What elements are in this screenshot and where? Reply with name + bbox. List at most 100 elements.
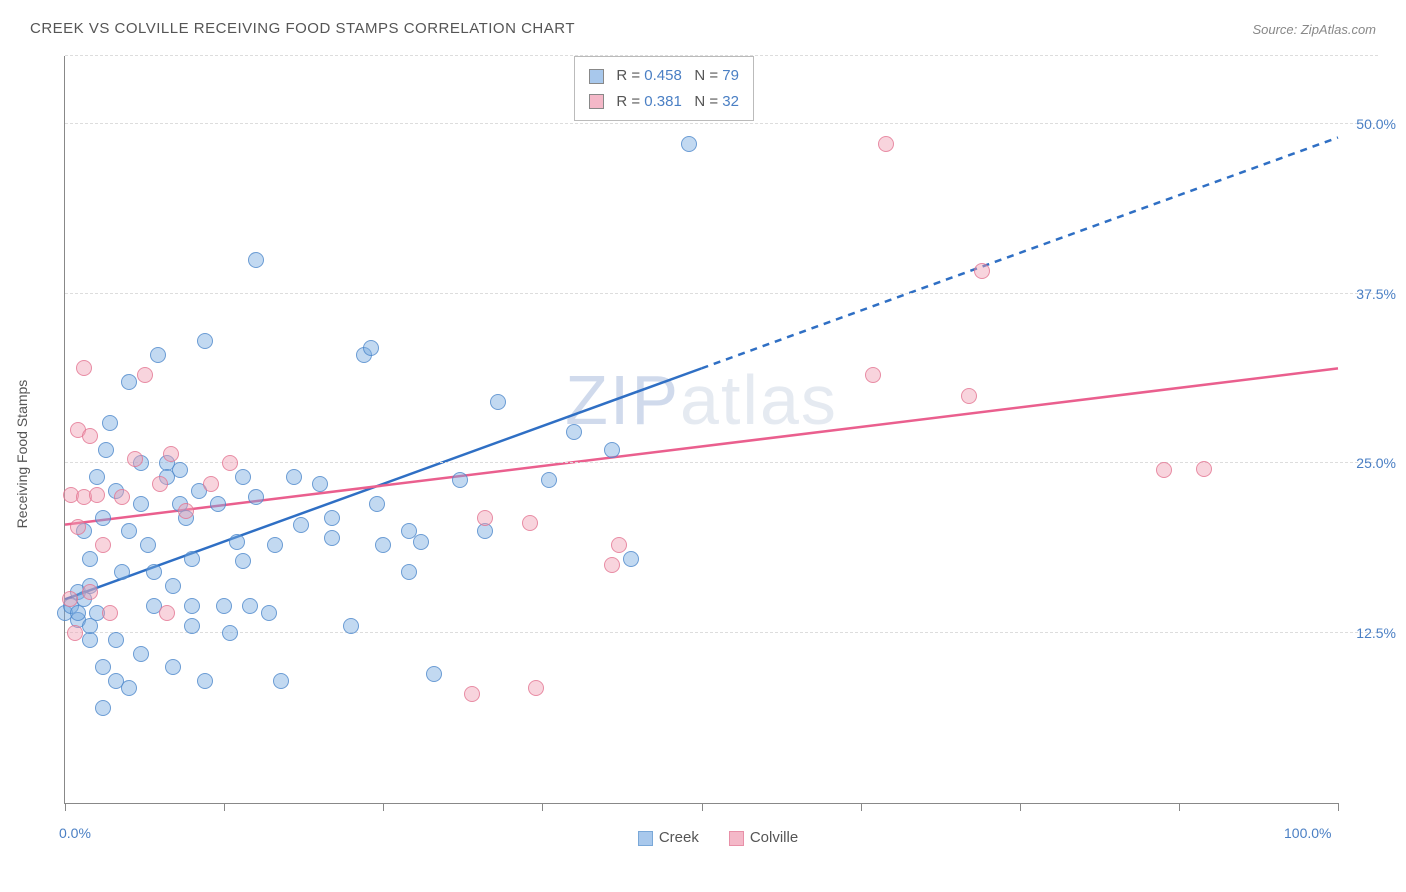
- data-point: [152, 476, 168, 492]
- data-point: [95, 537, 111, 553]
- data-point: [140, 537, 156, 553]
- gridline: [65, 293, 1378, 294]
- y-axis-label: Receiving Food Stamps: [14, 380, 30, 529]
- data-point: [522, 515, 538, 531]
- data-point: [184, 618, 200, 634]
- data-point: [133, 646, 149, 662]
- data-point: [197, 673, 213, 689]
- data-point: [210, 496, 226, 512]
- data-point: [477, 510, 493, 526]
- data-point: [878, 136, 894, 152]
- gridline: [65, 632, 1378, 633]
- legend-swatch: [729, 831, 744, 846]
- data-point: [248, 489, 264, 505]
- data-point: [961, 388, 977, 404]
- data-point: [133, 496, 149, 512]
- data-point: [541, 472, 557, 488]
- data-point: [70, 519, 86, 535]
- plot-area: ZIPatlas R = 0.458 N = 79 R = 0.381 N = …: [64, 56, 1338, 804]
- gridline: [65, 462, 1378, 463]
- data-point: [235, 469, 251, 485]
- x-tick: [65, 803, 66, 811]
- data-point: [1196, 461, 1212, 477]
- data-point: [108, 632, 124, 648]
- data-point: [62, 591, 78, 607]
- data-point: [98, 442, 114, 458]
- data-point: [127, 451, 143, 467]
- data-point: [67, 625, 83, 641]
- x-tick: [1179, 803, 1180, 811]
- data-point: [76, 360, 92, 376]
- data-point: [146, 564, 162, 580]
- legend-item: Creek: [638, 829, 699, 846]
- data-point: [165, 578, 181, 594]
- legend-item: Colville: [729, 829, 798, 846]
- data-point: [121, 374, 137, 390]
- x-tick-label: 0.0%: [59, 825, 91, 841]
- data-point: [165, 659, 181, 675]
- data-point: [528, 680, 544, 696]
- data-point: [401, 564, 417, 580]
- data-point: [89, 487, 105, 503]
- trend-lines: [65, 56, 1338, 803]
- x-tick: [1338, 803, 1339, 811]
- data-point: [82, 584, 98, 600]
- data-point: [974, 263, 990, 279]
- data-point: [604, 442, 620, 458]
- data-point: [566, 424, 582, 440]
- data-point: [82, 428, 98, 444]
- legend-swatch: [589, 69, 604, 84]
- data-point: [604, 557, 620, 573]
- data-point: [369, 496, 385, 512]
- stats-row: R = 0.381 N = 32: [589, 89, 739, 115]
- data-point: [242, 598, 258, 614]
- data-point: [267, 537, 283, 553]
- data-point: [363, 340, 379, 356]
- data-point: [203, 476, 219, 492]
- data-point: [324, 510, 340, 526]
- data-point: [137, 367, 153, 383]
- data-point: [102, 605, 118, 621]
- data-point: [178, 503, 194, 519]
- data-point: [312, 476, 328, 492]
- data-point: [89, 469, 105, 485]
- data-point: [611, 537, 627, 553]
- data-point: [159, 605, 175, 621]
- data-point: [343, 618, 359, 634]
- y-tick-label: 50.0%: [1356, 116, 1396, 132]
- data-point: [114, 564, 130, 580]
- legend-swatch: [638, 831, 653, 846]
- x-tick: [1020, 803, 1021, 811]
- data-point: [452, 472, 468, 488]
- legend-swatch: [589, 94, 604, 109]
- data-point: [286, 469, 302, 485]
- x-tick: [224, 803, 225, 811]
- data-point: [197, 333, 213, 349]
- data-point: [261, 605, 277, 621]
- data-point: [426, 666, 442, 682]
- data-point: [184, 551, 200, 567]
- data-point: [1156, 462, 1172, 478]
- chart-title: CREEK VS COLVILLE RECEIVING FOOD STAMPS …: [30, 20, 575, 37]
- gridline: [65, 123, 1378, 124]
- data-point: [163, 446, 179, 462]
- x-tick: [702, 803, 703, 811]
- data-point: [464, 686, 480, 702]
- x-tick: [383, 803, 384, 811]
- data-point: [121, 523, 137, 539]
- data-point: [293, 517, 309, 533]
- source-label: Source: ZipAtlas.com: [1252, 22, 1376, 37]
- y-tick-label: 37.5%: [1356, 286, 1396, 302]
- x-tick-label: 100.0%: [1284, 825, 1331, 841]
- x-tick: [542, 803, 543, 811]
- data-point: [216, 598, 232, 614]
- chart-area: Receiving Food Stamps ZIPatlas R = 0.458…: [50, 56, 1386, 852]
- data-point: [184, 598, 200, 614]
- data-point: [102, 415, 118, 431]
- data-point: [82, 551, 98, 567]
- data-point: [150, 347, 166, 363]
- x-tick: [861, 803, 862, 811]
- watermark: ZIPatlas: [565, 360, 838, 440]
- data-point: [172, 462, 188, 478]
- legend-bottom: Creek Colville: [638, 829, 798, 846]
